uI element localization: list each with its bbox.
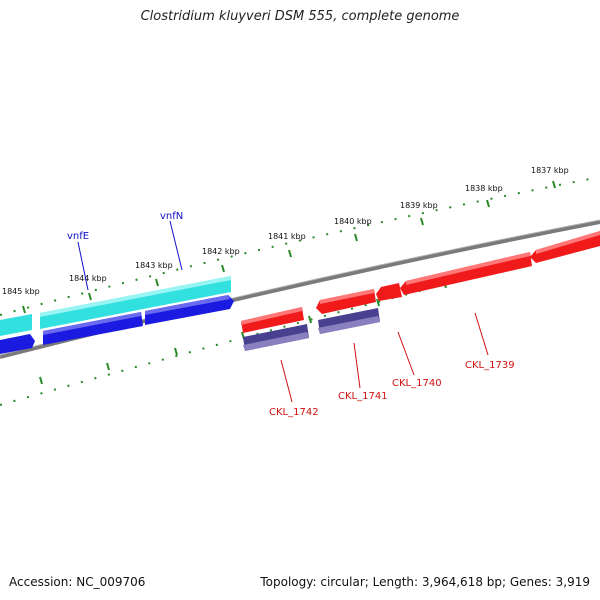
kbp-label-1845: 1845 kbp (2, 287, 40, 296)
gene-label-vnfN: vnfN (160, 211, 183, 222)
kbp-label-1843: 1843 kbp (135, 261, 173, 270)
kbp-label-1837: 1837 kbp (531, 166, 569, 175)
gene-blue-1 (0, 334, 35, 354)
kbp-label-1839: 1839 kbp (400, 201, 438, 210)
gene-labels: vnfE vnfN CKL_1742 CKL_1741 CKL_1740 CKL… (67, 211, 515, 418)
gene-cyan-1 (0, 314, 32, 336)
forward-genes-cyan (0, 276, 231, 336)
gene-label-vnfE: vnfE (67, 231, 89, 242)
label-leaders (77, 220, 489, 403)
kbp-label-1844: 1844 kbp (69, 274, 107, 283)
kbp-label-1838: 1838 kbp (465, 184, 503, 193)
kbp-labels: 1837 kbp 1838 kbp 1839 kbp 1840 kbp 1841… (2, 166, 569, 296)
genome-summary-text: Topology: circular; Length: 3,964,618 bp… (260, 575, 590, 589)
major-ticks-outer (22, 180, 556, 314)
red-genes-upper (241, 231, 600, 333)
outer-tick-track (0, 176, 600, 316)
map-title: Clostridium kluyveri DSM 555, complete g… (140, 9, 460, 24)
kbp-label-1840: 1840 kbp (334, 217, 372, 226)
gene-label-CKL_1739: CKL_1739 (465, 360, 515, 371)
gene-label-CKL_1740: CKL_1740 (392, 378, 442, 389)
gene-label-CKL_1741: CKL_1741 (338, 391, 388, 402)
forward-genes-blue (0, 295, 234, 354)
gene-label-CKL_1742: CKL_1742 (269, 407, 319, 418)
purple-genes (243, 308, 380, 351)
kbp-label-1842: 1842 kbp (202, 247, 240, 256)
gene-blue-3 (145, 295, 234, 325)
accession-text: Accession: NC_009706 (9, 575, 146, 589)
kbp-label-1841: 1841 kbp (268, 232, 306, 241)
gene-red-1740 (376, 283, 402, 301)
